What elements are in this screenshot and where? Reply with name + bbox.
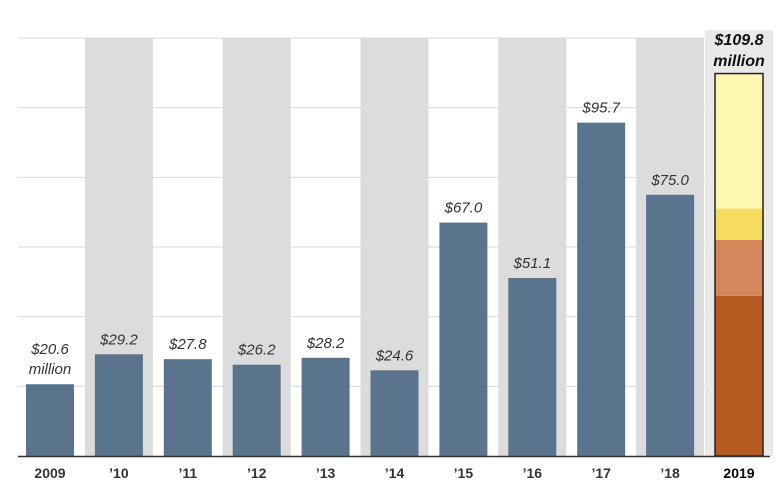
bar-0 bbox=[26, 384, 74, 456]
bar-2 bbox=[163, 359, 212, 456]
bar-2019-segment-4 bbox=[715, 73, 763, 209]
value-label-2019: $109.8 bbox=[714, 32, 764, 49]
tick-label-6: ’15 bbox=[454, 465, 474, 481]
value-label-4: $28.2 bbox=[306, 335, 345, 352]
value-label-6: $67.0 bbox=[444, 200, 483, 217]
unit-label-2019: million bbox=[713, 53, 765, 70]
bar-4 bbox=[301, 357, 350, 456]
tick-label-9: ’18 bbox=[660, 465, 680, 481]
bar-5 bbox=[370, 370, 419, 456]
value-label-8: $95.7 bbox=[581, 100, 620, 117]
tick-label-0: 2009 bbox=[34, 465, 65, 481]
label-layer: $20.6 million $29.2 $27.8 $26.2 $28.2 $24.6 $67… bbox=[29, 32, 765, 378]
tick-label-2: ’11 bbox=[178, 465, 197, 481]
tick-label-5: ’14 bbox=[385, 465, 405, 481]
bar-2019-segment-3 bbox=[715, 208, 763, 241]
tick-label-7: ’16 bbox=[523, 465, 543, 481]
bar-6 bbox=[439, 222, 488, 456]
bar-layer bbox=[26, 72, 764, 457]
bar-8 bbox=[577, 122, 626, 457]
tick-label-10: 2019 bbox=[723, 465, 754, 481]
bar-2019-segment-2 bbox=[715, 240, 763, 296]
tick-label-3: ’12 bbox=[247, 465, 267, 481]
bar-1 bbox=[94, 354, 143, 456]
axis-layer: 2009 ’10 ’11 ’12 ’13 ’14 ’15 ’16 ’17 ’18 2019 bbox=[18, 455, 770, 481]
value-label-3: $26.2 bbox=[237, 342, 276, 359]
tick-label-1: ’10 bbox=[109, 465, 129, 481]
value-label-0: $20.6 bbox=[30, 341, 69, 358]
value-label-1: $29.2 bbox=[99, 331, 138, 348]
value-label-7: $51.1 bbox=[513, 255, 552, 272]
bar-2019-segment-1 bbox=[715, 295, 763, 456]
unit-label-first: million bbox=[29, 361, 72, 378]
bar-9 bbox=[646, 194, 695, 456]
tick-label-4: ’13 bbox=[316, 465, 336, 481]
bar-3 bbox=[232, 364, 281, 456]
tick-label-8: ’17 bbox=[591, 465, 611, 481]
bar-7 bbox=[508, 278, 557, 456]
value-label-2: $27.8 bbox=[168, 336, 207, 353]
value-label-5: $24.6 bbox=[375, 347, 414, 364]
value-label-9: $75.0 bbox=[650, 172, 689, 189]
